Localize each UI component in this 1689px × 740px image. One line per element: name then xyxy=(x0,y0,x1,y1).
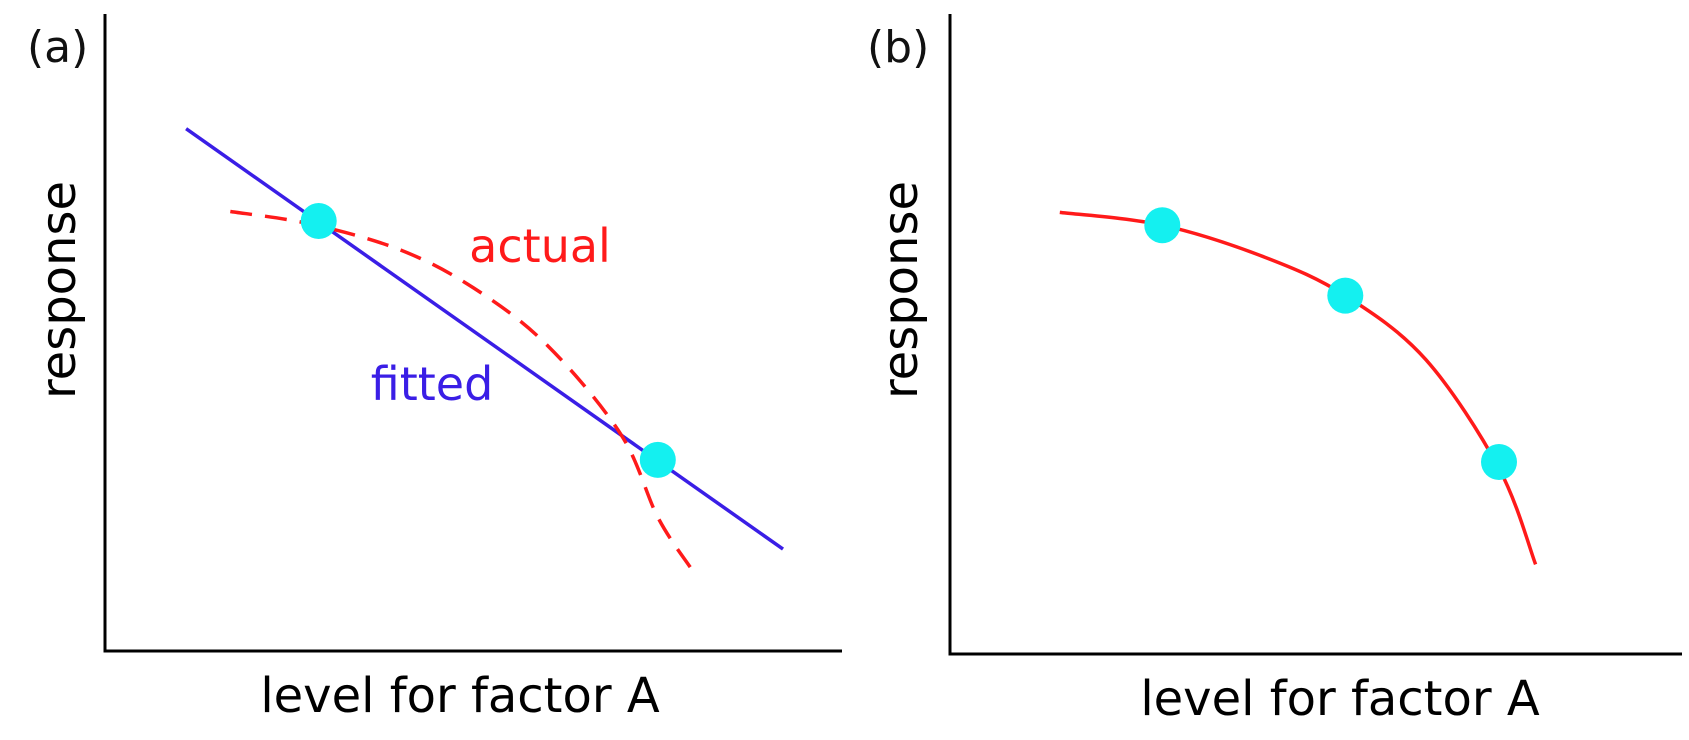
panel-a-design-point xyxy=(300,203,337,239)
panel-a-label: (a) xyxy=(27,22,88,73)
panel-b-design-point xyxy=(1144,207,1181,244)
panel-b-design-point xyxy=(1481,444,1517,480)
panel-b-design-point xyxy=(1327,277,1364,314)
panel-b-label: (b) xyxy=(867,22,929,73)
panel-b-actual-line xyxy=(1059,210,1538,566)
panel-a-x-axis-title: level for factor A xyxy=(260,668,660,724)
panel-a-design-point xyxy=(639,441,676,478)
panel-a-y-axis-title: response xyxy=(31,181,87,399)
panel-a: (a) response level for factor A actual f… xyxy=(27,14,842,724)
panel-a-fitted-line xyxy=(185,127,785,551)
actual-series-label: actual xyxy=(469,219,611,273)
panel-b-x-axis-title: level for factor A xyxy=(1140,671,1540,727)
panel-b: (b) response level for factor A xyxy=(867,14,1682,727)
fitted-series-label: fitted xyxy=(371,357,494,411)
panel-b-y-axis-title: response xyxy=(873,181,929,399)
